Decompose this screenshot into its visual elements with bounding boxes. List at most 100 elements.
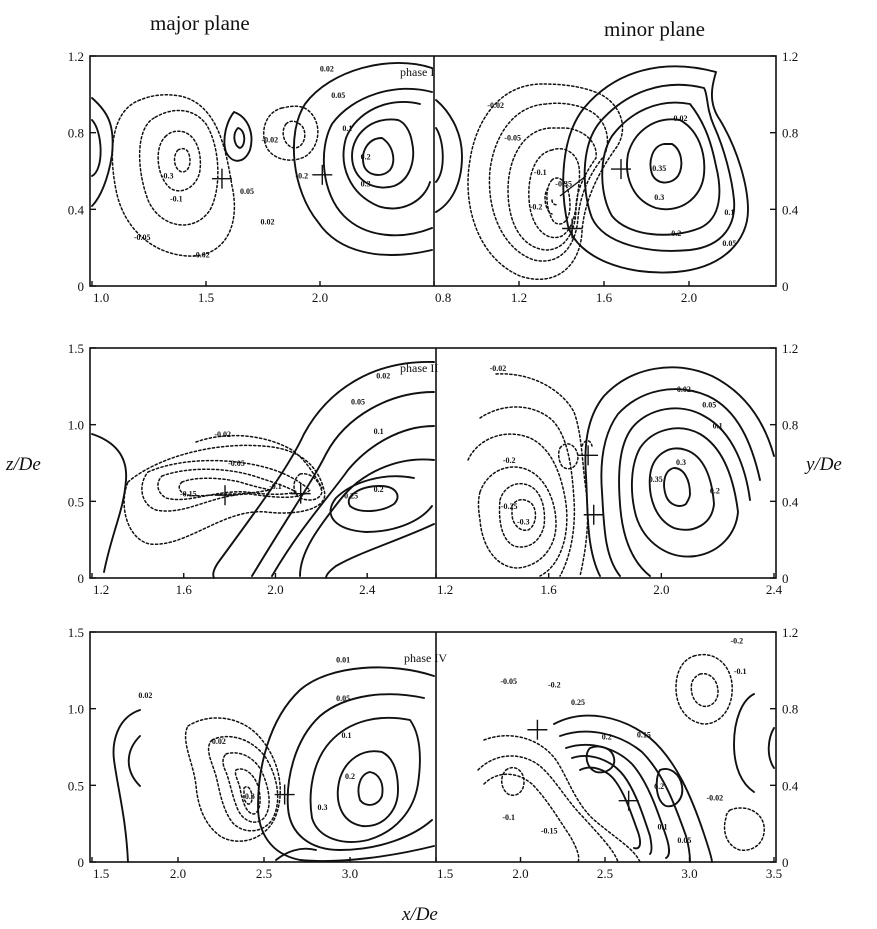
contour-label: 0.3 xyxy=(317,803,327,812)
z-tick-label: 0 xyxy=(78,279,85,294)
contour-label: -0.2 xyxy=(730,637,743,646)
x-tick-label: 1.2 xyxy=(93,582,109,597)
critical-point-marker xyxy=(312,164,333,185)
x-tick-label: 1.6 xyxy=(176,582,193,597)
critical-point-marker xyxy=(583,504,604,525)
contour-label: 0.2 xyxy=(374,485,384,494)
contour-labels: 0.02 0.05 0.1 0.2 0.3 0.05 0.02 -0.3 -0.1 -0.05 -0… xyxy=(134,64,737,259)
x-tick-label: 2.0 xyxy=(170,866,186,881)
contour-label: -0.1 xyxy=(502,813,515,822)
contour-lines xyxy=(91,62,749,281)
y-tick-label: 0.4 xyxy=(782,202,799,217)
critical-point-marker xyxy=(215,485,236,506)
major-plane-heading: major plane xyxy=(150,11,250,35)
contour-label: 0.2 xyxy=(710,487,720,496)
contour-label: 0.05 xyxy=(331,91,345,100)
y-tick-label: 0 xyxy=(782,571,789,586)
contour-label: 0.05 xyxy=(351,398,365,407)
contour-label: 0.3 xyxy=(676,458,686,467)
contour-labels: 0.02 0.01 0.05 0.1 -0.02 0.2 -0.3 0.3 -0.2 -0.1 -0… xyxy=(138,637,746,845)
y-tick-label: 0.8 xyxy=(782,126,798,141)
critical-point-marker xyxy=(527,719,548,740)
contour-label: -0.3 xyxy=(517,517,530,526)
x-tick-label: 1.5 xyxy=(198,290,214,305)
contour-lines xyxy=(112,653,775,863)
x-tick-label: 1.5 xyxy=(93,866,109,881)
z-tick-label: 0 xyxy=(78,855,85,870)
panel-phase-2: phase II xyxy=(68,341,799,597)
contour-label: -0.2 xyxy=(295,172,308,181)
x-tick-label: 3.5 xyxy=(766,866,782,881)
x-tick-label: 2.0 xyxy=(653,582,669,597)
critical-point-marker xyxy=(611,159,631,180)
tick-labels: 1.2 1.6 2.0 2.400.51.01.51.2 1.6 2.0 2.400.40.… xyxy=(68,341,799,597)
y-tick-label: 1.2 xyxy=(782,341,798,356)
contour-label: 0.05 xyxy=(677,836,691,845)
contour-label: -0.05 xyxy=(500,677,517,686)
contour-label: 0.2 xyxy=(361,153,371,162)
contour-label: 0.3 xyxy=(361,179,371,188)
panel-phase-1: phase I xyxy=(68,49,799,305)
x-axis-label: x/De xyxy=(401,904,438,925)
contour-label: 0.02 xyxy=(320,64,334,73)
contour-label: -0.3 xyxy=(161,172,174,181)
critical-point-marker xyxy=(211,168,232,189)
y-tick-label: 1.2 xyxy=(782,625,798,640)
contour-label: -0.15 xyxy=(180,490,197,499)
contour-label: 0.05 xyxy=(702,400,716,409)
contour-lines xyxy=(91,361,775,579)
contour-label: 0.35 xyxy=(649,475,663,484)
contour-label: 0.02 xyxy=(677,385,691,394)
z-tick-label: 1.5 xyxy=(68,625,84,640)
z-axis-label: z/De xyxy=(5,454,41,475)
phase-title: phase I xyxy=(400,65,434,79)
contour-label: 0.2 xyxy=(602,732,612,741)
contour-label: 0.1 xyxy=(657,822,667,831)
y-axis-label: y/De xyxy=(804,454,842,475)
y-tick-label: 0.4 xyxy=(782,494,799,509)
z-tick-label: 1.2 xyxy=(68,49,84,64)
contour-label: 0.3 xyxy=(654,193,664,202)
contour-label: 0.1 xyxy=(342,731,352,740)
z-tick-label: 1.0 xyxy=(68,418,84,433)
x-tick-label: 2.5 xyxy=(256,866,272,881)
contour-labels: 0.02 0.05 0.1 0.2 0.25 -0.02 -0.05 -0.1 -0.15 -0.… xyxy=(180,364,723,526)
x-tick-label: 2.4 xyxy=(766,582,783,597)
contour-label: 0.25 xyxy=(571,698,585,707)
x-tick-label: 0.8 xyxy=(435,290,451,305)
y-tick-label: 1.2 xyxy=(782,49,798,64)
panel-frame xyxy=(89,55,777,287)
contour-label: -0.35 xyxy=(555,179,572,188)
contour-label: 0.1 xyxy=(724,208,734,217)
critical-point-marker xyxy=(578,445,599,466)
x-tick-label: 1.2 xyxy=(437,582,453,597)
critical-points xyxy=(215,445,604,525)
contour-label: -0.3 xyxy=(242,792,255,801)
contour-label: -0.05 xyxy=(228,459,245,468)
contour-label: 0.1 xyxy=(374,427,384,436)
x-tick-label: 3.0 xyxy=(342,866,358,881)
contour-label: -0.02 xyxy=(193,250,210,259)
x-tick-label: 2.4 xyxy=(359,582,376,597)
contour-label: -0.02 xyxy=(490,364,507,373)
contour-label: -0.05 xyxy=(134,233,151,242)
x-tick-label: 2.0 xyxy=(512,866,528,881)
contour-label: -0.1 xyxy=(734,667,747,676)
contour-label: -0.05 xyxy=(504,133,521,142)
z-tick-label: 1.0 xyxy=(68,702,84,717)
contour-label: 0.02 xyxy=(138,691,152,700)
contour-label: 0.1 xyxy=(713,422,723,431)
x-tick-label: 3.0 xyxy=(681,866,697,881)
x-tick-label: 1.2 xyxy=(511,290,527,305)
contour-label: -0.15 xyxy=(541,826,558,835)
z-tick-label: 0.5 xyxy=(68,494,84,509)
contour-label: -0.1 xyxy=(534,168,547,177)
z-tick-label: 0 xyxy=(78,571,85,586)
contour-label: -0.02 xyxy=(214,430,231,439)
critical-point-marker xyxy=(274,784,295,805)
contour-label: -0.02 xyxy=(707,794,724,803)
z-tick-label: 1.5 xyxy=(68,341,84,356)
contour-label: 0.05 xyxy=(722,239,736,248)
minor-plane-heading: minor plane xyxy=(604,17,705,41)
